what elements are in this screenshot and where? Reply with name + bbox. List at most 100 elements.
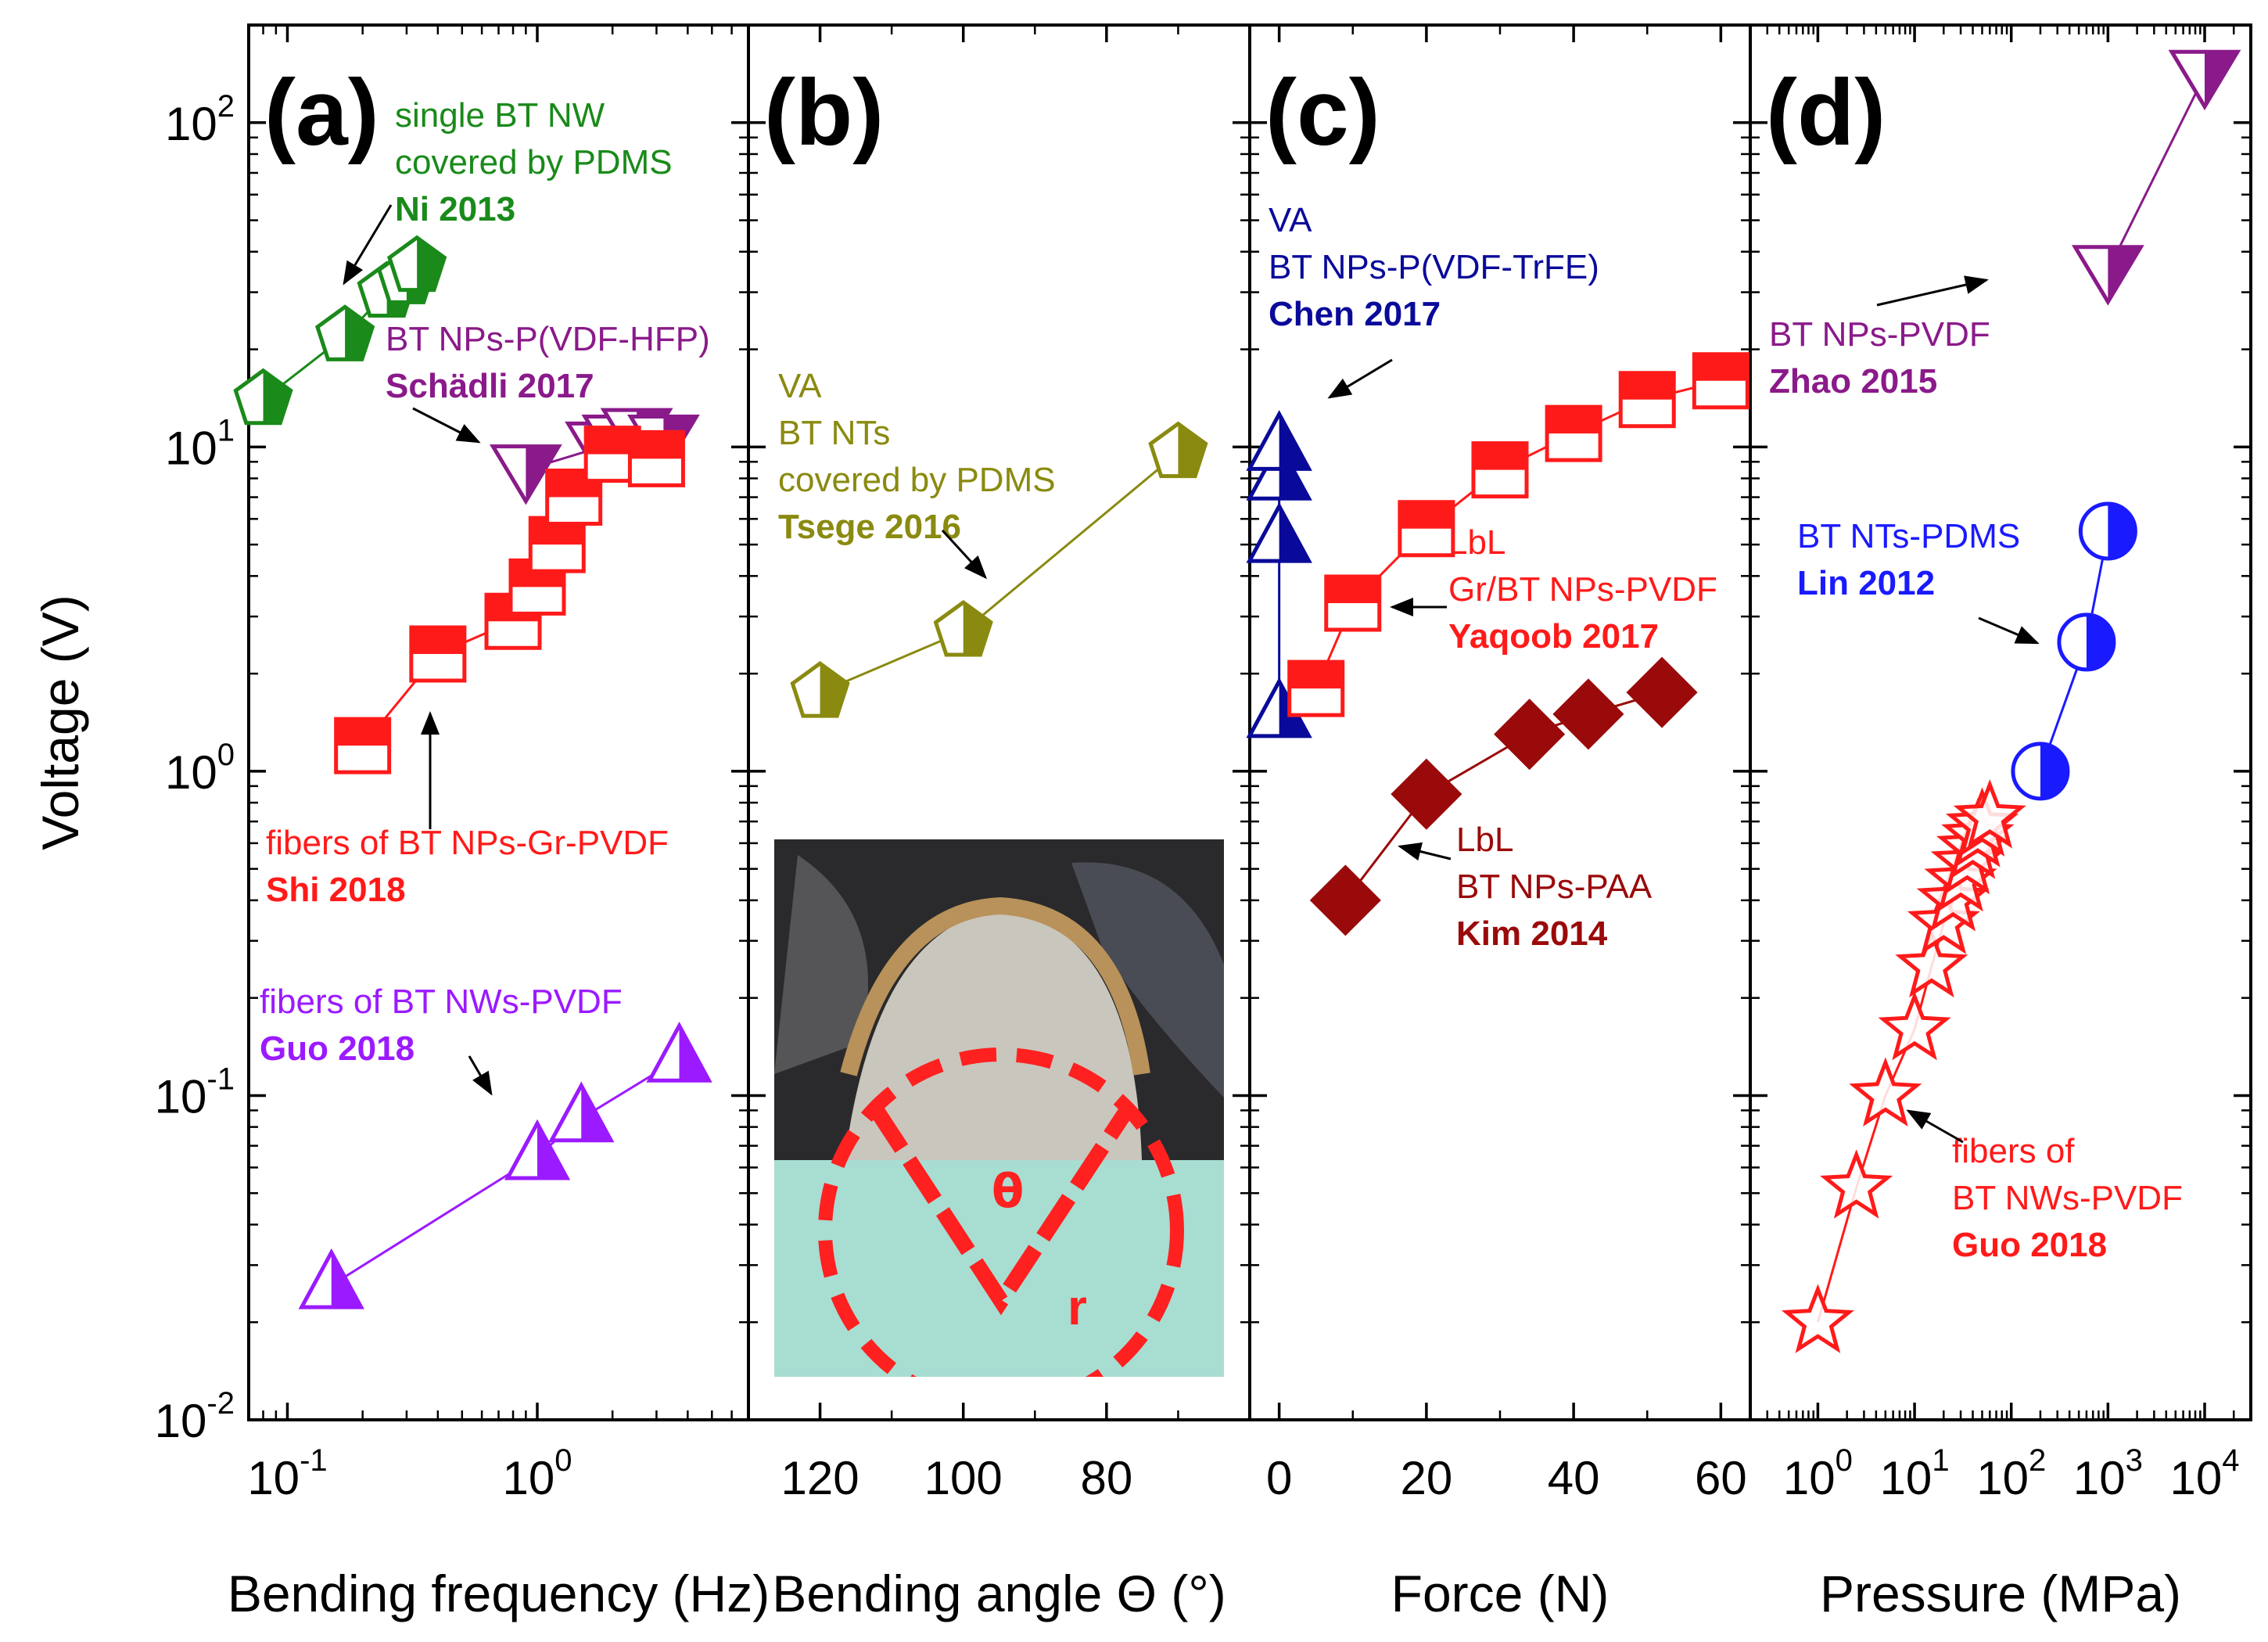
x-tick-base: 10 xyxy=(2170,1452,2223,1504)
x-tick-exponent: 4 xyxy=(2222,1443,2239,1478)
marker-outline xyxy=(627,429,685,487)
x-tick-text: 120 xyxy=(781,1452,859,1504)
y-tick-exponent: 1 xyxy=(217,413,235,447)
y-tick-label: 100 xyxy=(165,738,235,799)
annotation-line: covered by PDMS xyxy=(778,461,1056,499)
x-tick-label: 100 xyxy=(1783,1443,1853,1504)
annotation-citation: Guo 2018 xyxy=(1952,1226,2107,1264)
annotation-line: fibers of BT NPs-Gr-PVDF xyxy=(266,824,669,862)
marker-outline xyxy=(1618,371,1676,429)
inset-r-label: r xyxy=(1068,1279,1087,1335)
annotation-line: LbL xyxy=(1448,523,1505,562)
data-point xyxy=(2057,613,2116,672)
data-point xyxy=(1494,699,1566,771)
marker-shape xyxy=(1820,1149,1893,1219)
marker-fill-half xyxy=(411,627,465,654)
annotation-line: VA xyxy=(778,367,822,405)
marker-outline xyxy=(2078,501,2137,561)
data-point xyxy=(2011,742,2070,801)
series-line-0-3 xyxy=(330,1057,680,1287)
marker-outline xyxy=(1324,574,1382,632)
x-tick-label: 103 xyxy=(2073,1443,2143,1504)
y-tick-label: 10-2 xyxy=(155,1386,235,1447)
data-point xyxy=(504,1119,571,1180)
data-point xyxy=(1246,501,1312,563)
y-tick-base: 10 xyxy=(165,422,217,474)
data-point xyxy=(1692,352,1749,410)
marker-outline xyxy=(233,368,293,426)
annotation-arrow xyxy=(343,204,393,286)
data-point xyxy=(1309,864,1381,936)
x-tick-exponent: -1 xyxy=(300,1443,328,1478)
marker-outline xyxy=(1246,440,1312,501)
data-point xyxy=(489,444,562,505)
y-tick-exponent: 0 xyxy=(217,738,235,772)
x-tick-base: 10 xyxy=(1976,1452,2029,1504)
annotation-citation: Ni 2013 xyxy=(395,190,515,228)
y-tick-label: 102 xyxy=(165,89,235,150)
marker-shape xyxy=(1849,1057,1922,1127)
data-point xyxy=(1552,678,1624,750)
data-point xyxy=(1849,1057,1922,1127)
marker-shape xyxy=(1878,990,1951,1061)
marker-outline xyxy=(1545,404,1602,462)
marker-outline xyxy=(1398,500,1455,558)
data-point xyxy=(1148,421,1208,479)
x-axis-title: Pressure (MPa) xyxy=(1820,1565,2181,1622)
data-point xyxy=(2078,501,2137,561)
x-tick-exponent: 3 xyxy=(2126,1443,2143,1478)
inset-group: θr xyxy=(774,839,1224,1377)
annotation-line: BT NPs-PAA xyxy=(1456,868,1653,906)
y-tick-base: 10 xyxy=(165,98,217,150)
inset-bend-circle xyxy=(818,1047,1184,1377)
y-tick-base: 10 xyxy=(155,1395,207,1447)
marker-outline xyxy=(790,661,850,718)
x-tick-exponent: 1 xyxy=(1932,1443,1949,1478)
marker-fill-half xyxy=(1694,354,1748,381)
data-point xyxy=(409,625,467,683)
marker-shape xyxy=(1953,779,2026,849)
marker-fill-half xyxy=(1326,576,1380,603)
x-tick-exponent: 0 xyxy=(1836,1443,1853,1478)
annotation-citation: Guo 2018 xyxy=(260,1029,414,1068)
marker-outline xyxy=(2071,245,2144,306)
x-tick-text: 100 xyxy=(924,1452,1003,1504)
data-point xyxy=(233,368,293,426)
marker-outline xyxy=(409,625,467,683)
marker-fill-half xyxy=(2086,614,2114,670)
marker-outline xyxy=(504,1119,571,1180)
x-tick-base: 10 xyxy=(247,1452,300,1504)
data-point xyxy=(1545,404,1602,462)
y-tick-label: 101 xyxy=(165,413,235,474)
marker-outline xyxy=(387,235,447,293)
data-point xyxy=(2071,245,2144,306)
marker-outline xyxy=(1246,410,1312,471)
data-point xyxy=(583,426,641,483)
marker-outline xyxy=(2057,613,2116,672)
annotation-line: BT NPs-P(VDF-HFP) xyxy=(386,320,710,358)
annotation-citation: Yaqoob 2017 xyxy=(1448,617,1659,656)
annotation-line: fibers of BT NWs-PVDF xyxy=(260,983,623,1021)
x-tick-base: 10 xyxy=(1783,1452,1836,1504)
annotation-arrow xyxy=(468,1055,493,1096)
data-point xyxy=(1953,779,2026,849)
x-tick-exponent: 2 xyxy=(2029,1443,2046,1478)
marker-shape xyxy=(1781,1284,1854,1353)
annotation-arrow xyxy=(941,529,988,580)
y-tick-label: 10-1 xyxy=(155,1062,235,1123)
inset-theta-label: θ xyxy=(992,1164,1024,1219)
annotation-citation: Zhao 2015 xyxy=(1769,362,1937,401)
x-tick-base: 10 xyxy=(502,1452,554,1504)
marker-shape xyxy=(1494,699,1566,771)
x-axis-title: Force (N) xyxy=(1391,1565,1609,1622)
annotation-arrow xyxy=(1876,275,1989,307)
marker-outline xyxy=(1246,501,1312,563)
x-tick-label: 40 xyxy=(1548,1452,1600,1504)
data-markers xyxy=(233,49,2241,1353)
marker-outline xyxy=(548,1081,615,1143)
annotation-arrow xyxy=(412,407,481,444)
annotation-line: LbL xyxy=(1456,821,1513,859)
marker-fill-half xyxy=(1547,407,1601,434)
x-tick-label: 102 xyxy=(1976,1443,2046,1504)
